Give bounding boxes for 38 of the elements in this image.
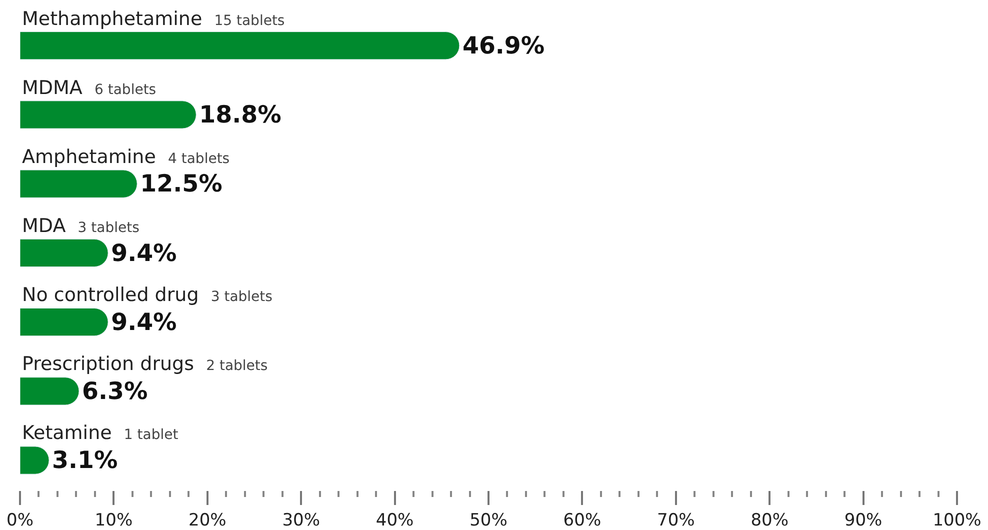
data-label: 9.4% [111, 238, 177, 267]
data-label: 18.8% [199, 100, 282, 129]
x-tick-label: 50% [470, 510, 508, 530]
x-tick-label: 0% [6, 510, 34, 530]
data-label: 6.3% [82, 377, 148, 406]
annotation: 4 tablets [168, 151, 230, 167]
bar [20, 32, 460, 60]
y-tick-label: Prescription drugs [22, 353, 194, 375]
y-tick-label: Amphetamine [22, 146, 156, 168]
x-tick-label: 70% [657, 510, 695, 530]
x-tick-label: 40% [376, 510, 414, 530]
y-tick-label: MDMA [22, 77, 82, 99]
x-tick-label: 90% [844, 510, 882, 530]
bar [20, 308, 108, 336]
data-label: 12.5% [140, 170, 222, 198]
x-tick-label: 30% [282, 510, 320, 530]
x-tick-label: 100% [932, 510, 982, 530]
bar [20, 170, 138, 198]
annotation: 15 tablets [214, 13, 285, 29]
y-tick-label: Ketamine [22, 422, 112, 444]
data-label: 3.1% [52, 446, 118, 474]
x-tick-label: 20% [188, 510, 226, 530]
y-tick-label: No controlled drug [22, 284, 199, 306]
x-tick-label: 80% [750, 510, 788, 530]
annotation: 3 tablets [210, 289, 272, 305]
annotation: 6 tablets [94, 82, 156, 98]
annotation: 1 tablet [124, 427, 179, 443]
y-tick-label: Methamphetamine [22, 8, 202, 30]
y-tick-label: MDA [22, 215, 66, 237]
x-tick-label: 60% [563, 510, 602, 530]
annotation: 2 tablets [206, 358, 268, 374]
data-label: 9.4% [111, 308, 177, 336]
bar [20, 238, 108, 268]
annotation: 3 tablets [78, 220, 140, 236]
bar [20, 100, 196, 129]
data-label: 46.9% [462, 32, 545, 60]
x-tick-label: 10% [94, 510, 133, 530]
bar [20, 377, 80, 406]
